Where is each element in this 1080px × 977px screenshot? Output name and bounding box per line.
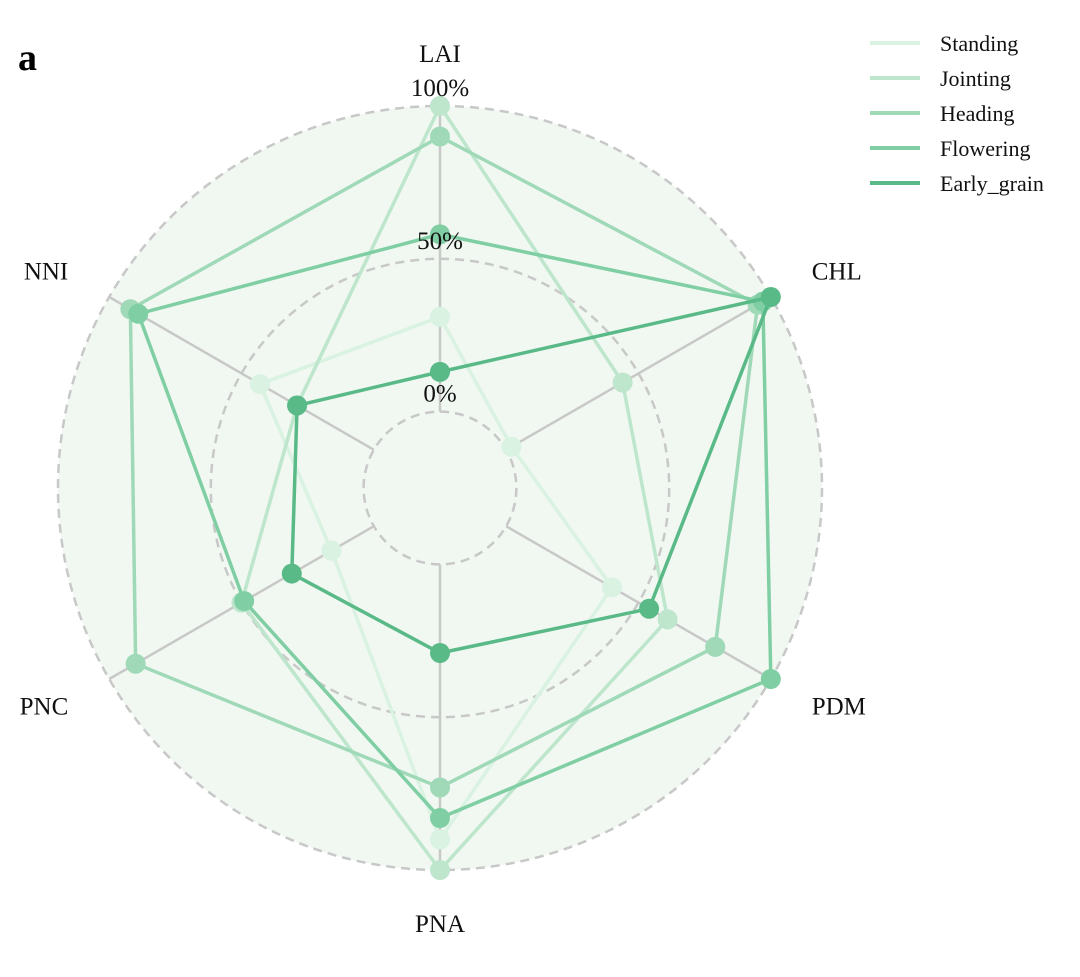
series-standing	[250, 306, 623, 850]
axis-label-pnc: PNC	[20, 694, 69, 721]
grid-ring-100	[56, 104, 824, 872]
axis-label-nni: NNI	[24, 259, 68, 286]
data-point-standing-nni	[250, 374, 271, 395]
data-point-standing-pnc	[321, 540, 342, 561]
data-point-early_grain-chl	[760, 287, 781, 307]
grid-ring-0	[362, 410, 518, 566]
spoke-nni	[108, 295, 375, 451]
panel-label: a	[18, 37, 37, 79]
radar-background	[58, 106, 822, 870]
legend: Standing Jointing Heading Flowering Early_gr…	[870, 31, 1044, 196]
data-point-heading-pnc	[125, 653, 146, 674]
chart-series	[120, 96, 781, 880]
data-point-jointing-chl	[612, 372, 633, 393]
legend-label: Standing	[940, 31, 1018, 56]
data-point-flowering-nni	[128, 303, 149, 324]
spoke-chl	[505, 295, 772, 451]
data-point-early_grain-pna	[430, 643, 450, 664]
axis-label-chl: CHL	[812, 259, 862, 286]
data-point-standing-chl	[501, 436, 522, 457]
data-point-jointing-pna	[430, 860, 450, 880]
legend-item-heading: Heading	[870, 101, 1015, 126]
data-point-early_grain-pdm	[639, 598, 660, 619]
radial-tick-label: 100%	[411, 75, 469, 102]
data-point-flowering-lai	[430, 224, 450, 245]
axis-label-pdm: PDM	[812, 694, 866, 721]
data-point-flowering-pnc	[234, 591, 255, 612]
data-point-heading-lai	[430, 126, 450, 147]
chart-background	[58, 106, 822, 870]
data-point-heading-pna	[430, 777, 450, 798]
legend-item-flowering: Flowering	[870, 136, 1030, 161]
data-point-jointing-lai	[430, 96, 450, 116]
legend-label: Early_grain	[940, 171, 1044, 196]
radial-tick-label: 0%	[423, 381, 456, 408]
data-point-early_grain-nni	[287, 395, 308, 416]
data-point-flowering-pna	[430, 808, 450, 829]
axis-label-pna: PNA	[415, 911, 465, 938]
data-point-heading-pdm	[705, 636, 726, 657]
data-point-early_grain-pnc	[281, 563, 302, 584]
data-point-standing-lai	[430, 306, 450, 327]
series-early_grain	[281, 287, 781, 664]
radial-tick-label: 50%	[417, 228, 463, 255]
legend-item-standing: Standing	[870, 31, 1018, 56]
data-point-standing-pna	[430, 829, 450, 850]
data-point-standing-pdm	[602, 577, 623, 598]
grid-ring-50	[209, 257, 671, 719]
legend-item-jointing: Jointing	[870, 66, 1011, 91]
data-point-early_grain-lai	[430, 361, 450, 382]
legend-label: Jointing	[940, 66, 1011, 91]
data-point-flowering-pdm	[760, 669, 781, 689]
legend-label: Flowering	[940, 136, 1030, 161]
data-point-jointing-pdm	[657, 609, 678, 630]
axis-label-lai: LAI	[419, 41, 461, 68]
legend-item-early_grain: Early_grain	[870, 171, 1044, 196]
legend-label: Heading	[940, 101, 1015, 126]
chart-labels: 0% 50% 100% LAI CHL PDM PNA PNC NNI	[20, 41, 866, 938]
